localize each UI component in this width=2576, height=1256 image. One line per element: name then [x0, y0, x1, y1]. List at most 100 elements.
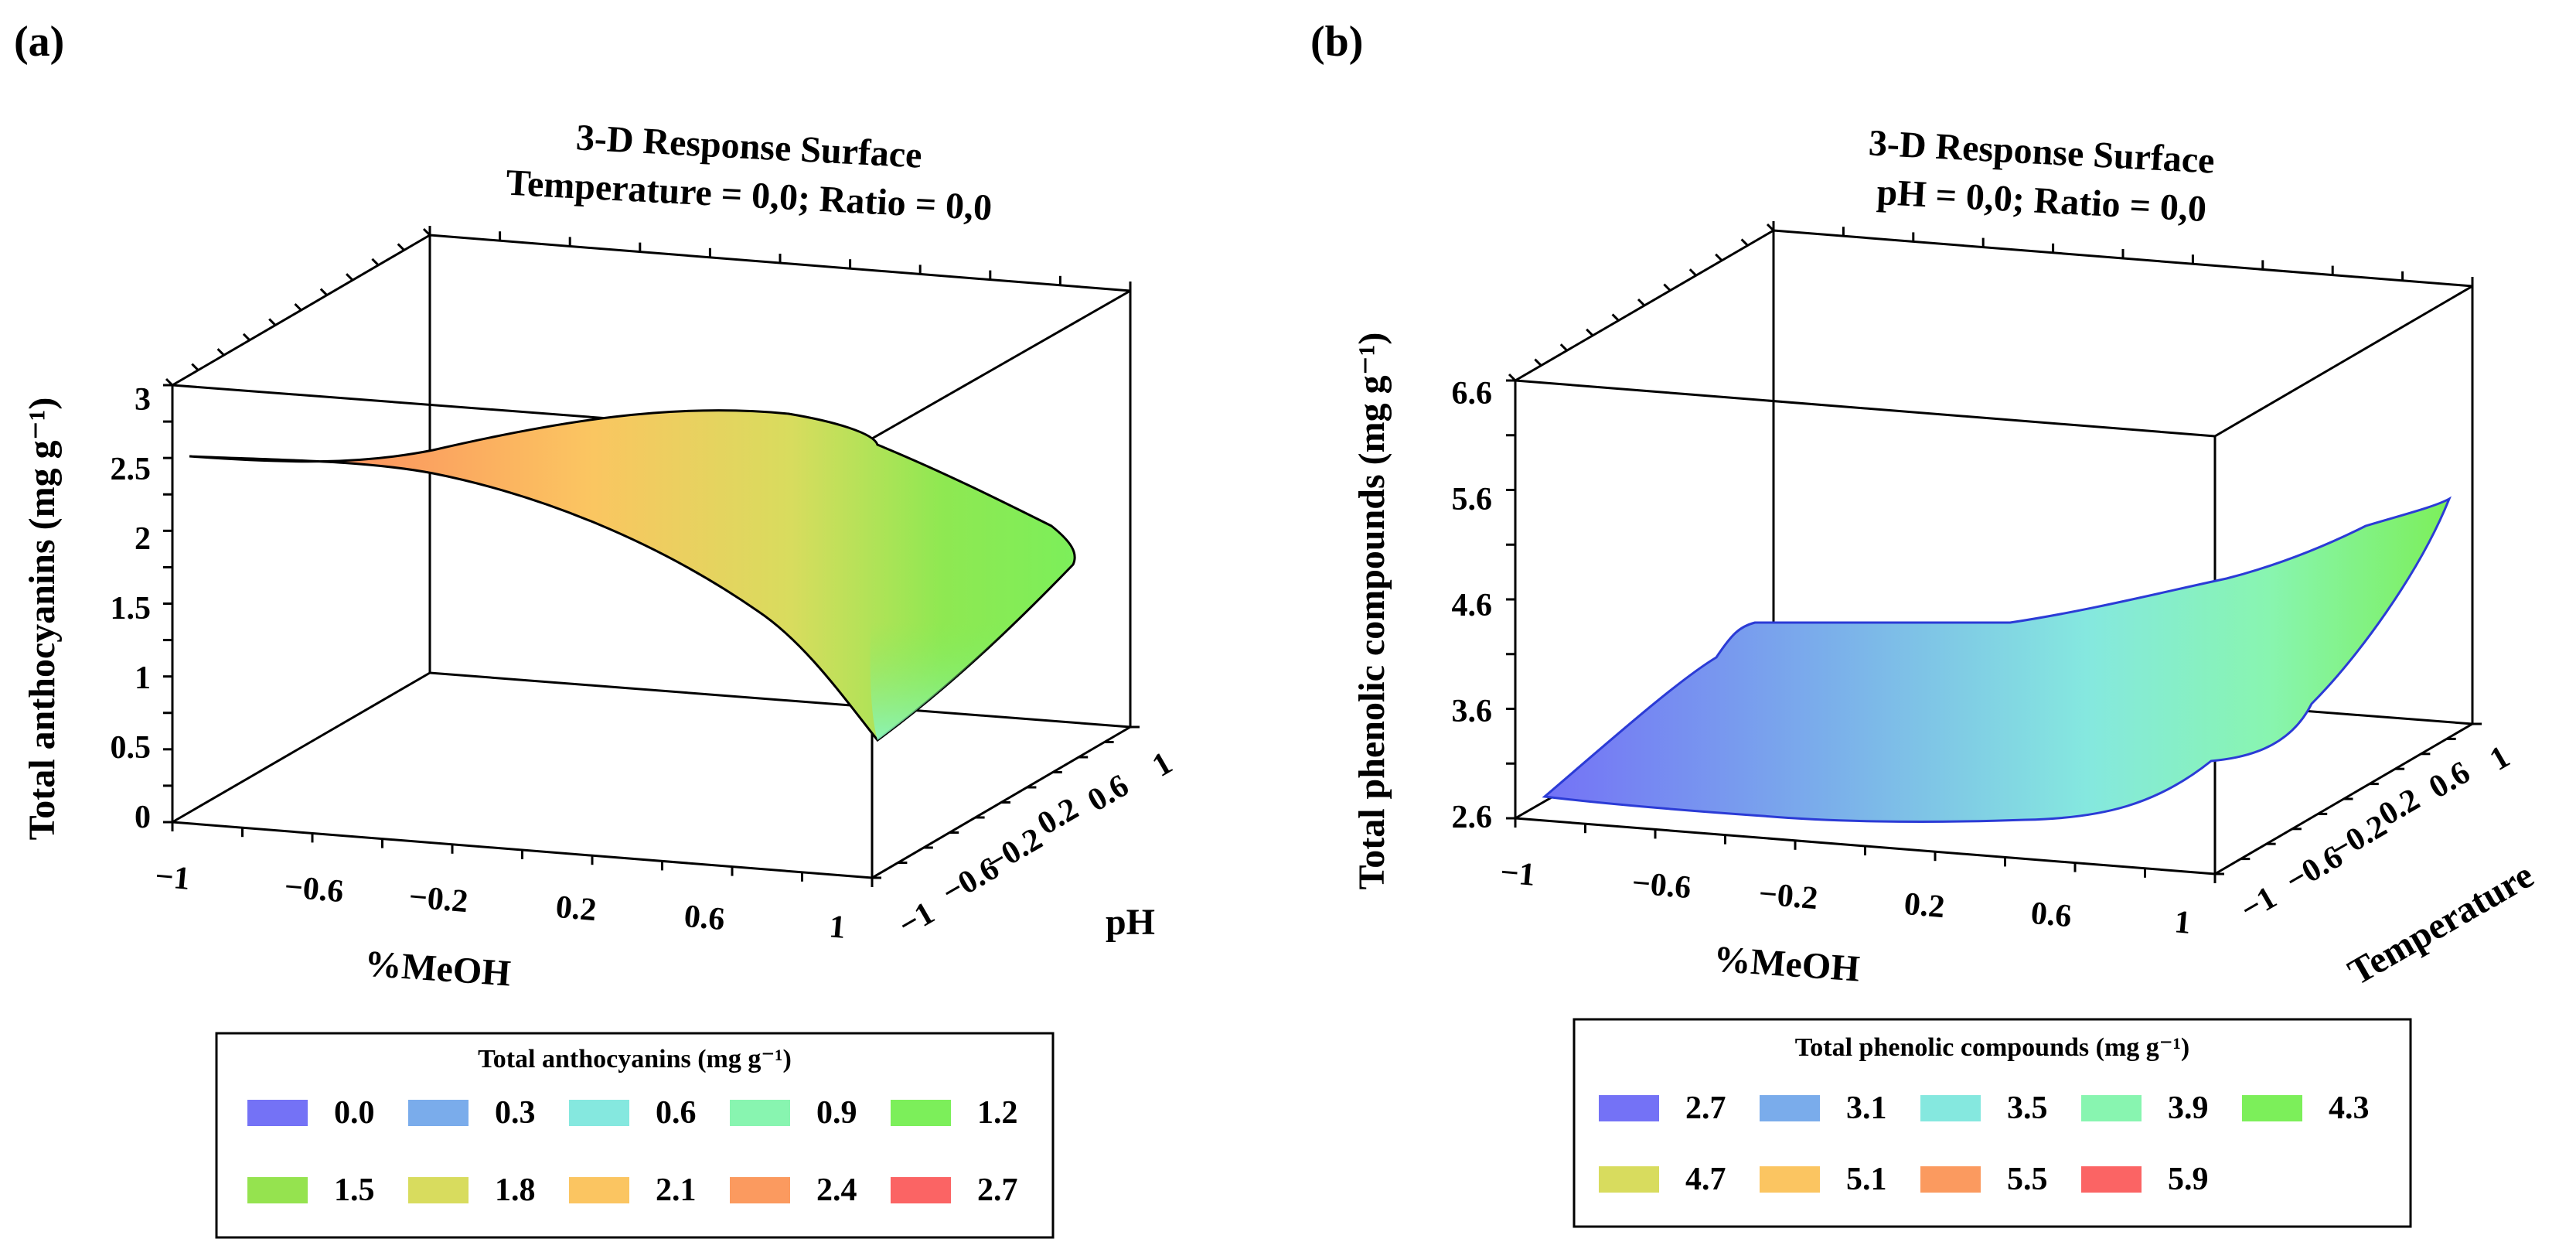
x-tick-b: −1: [1499, 855, 1537, 893]
legend-label: 0.3: [495, 1095, 536, 1131]
legend-items-b: 2.7 3.1 3.5 3.9 4.3 4.7 5.1 5.5 5.9: [1599, 1090, 2370, 1197]
y-tick-b: 0.6: [2423, 755, 2475, 806]
x-tick-a: −0.2: [407, 879, 469, 920]
x-tick-b: −0.2: [1757, 876, 1819, 916]
legend-swatch: [1920, 1166, 1981, 1193]
legend-swatch: [730, 1100, 790, 1126]
x-tick-a: 0.2: [554, 889, 598, 928]
panel-a-label: (a): [14, 18, 64, 66]
tick-mark: [242, 333, 250, 341]
legend-swatch: [1920, 1095, 1981, 1121]
legend-label: 1.5: [334, 1172, 375, 1208]
legend-swatch: [1599, 1166, 1659, 1193]
chart-b-subtitle: pH = 0,0; Ratio = 0,0: [1876, 172, 2207, 230]
x-tick-b: 0.6: [2029, 896, 2073, 934]
legend-swatch: [2081, 1095, 2142, 1121]
y-tick-b: 1: [2484, 739, 2516, 778]
legend-swatch: [2242, 1095, 2302, 1121]
legend-label: 3.1: [1846, 1090, 1887, 1126]
legend-label: 3.5: [2007, 1090, 2048, 1126]
legend-b: [1573, 1018, 2412, 1228]
z-tick-a: 3: [135, 382, 151, 418]
legend-swatch: [1760, 1166, 1820, 1193]
chart-a-title: 3-D Response Surface: [575, 117, 923, 176]
z-tick-a: 2.5: [111, 452, 152, 487]
z-tick-a: 1: [135, 660, 151, 696]
tick-mark: [319, 288, 328, 296]
y-axis-label-a: pH: [1106, 902, 1155, 943]
legend-swatch: [1599, 1095, 1659, 1121]
legend-b-title: Total phenolic compounds (mg g⁻¹): [1795, 1033, 2190, 1062]
x-tick-a: −1: [154, 858, 192, 897]
y-tick-a: 0.6: [1082, 768, 1134, 819]
legend-label: 5.5: [2007, 1162, 2048, 1197]
legend-swatch: [247, 1100, 308, 1126]
tick-mark: [1766, 223, 1775, 232]
legend-swatch: [408, 1177, 469, 1203]
z-axis-label-a: Total anthocyanins (mg g⁻¹): [22, 398, 63, 841]
x-ticks-b: −1 −0.6 −0.2 0.2 0.6 1: [1499, 855, 2193, 941]
x-tick-b: 0.2: [1903, 886, 1946, 925]
legend-label: 2.7: [977, 1172, 1018, 1208]
tick-mark: [268, 318, 277, 326]
legend-label: 4.3: [2329, 1090, 2370, 1126]
tick-mark: [1688, 268, 1697, 277]
legend-items-a: 0.0 0.3 0.6 0.9 1.2 1.5 1.8 2.1 2.4 2.7: [247, 1095, 1018, 1208]
legend-label: 2.7: [1685, 1090, 1726, 1126]
tick-mark: [1508, 373, 1517, 382]
tick-mark: [371, 258, 380, 266]
tick-mark: [1637, 298, 1646, 307]
x-ticks-a: −1 −0.6 −0.2 0.2 0.6 1: [154, 858, 847, 946]
z-tick-b: 2.6: [1452, 800, 1493, 835]
x-tick-a: 0.6: [683, 899, 726, 937]
y-tick-a: −1: [893, 896, 941, 944]
z-tick-a: 0: [135, 800, 151, 835]
y-tick-a: 1: [1147, 746, 1178, 784]
x-axis-label-a: %MeOH: [363, 944, 513, 995]
legend-label: 4.7: [1685, 1162, 1726, 1197]
legend-swatch: [408, 1100, 469, 1126]
tick-mark: [1611, 313, 1620, 322]
legend-swatch: [569, 1177, 629, 1203]
tick-mark: [294, 302, 302, 312]
panel-b-label: (b): [1310, 18, 1363, 66]
z-tick-b: 6.6: [1452, 376, 1493, 411]
y-tick-b: −1: [2235, 880, 2283, 928]
legend-swatch: [1760, 1095, 1820, 1121]
legend-label: 5.9: [2168, 1162, 2209, 1197]
x-tick-a: 1: [828, 909, 847, 946]
tick-mark: [216, 348, 225, 357]
z-ticks-a: 3 2.5 2 1.5 1 0.5 0: [111, 382, 152, 835]
tick-mark: [1740, 238, 1749, 247]
legend-label: 1.2: [977, 1095, 1018, 1131]
tick-mark: [191, 363, 199, 371]
tick-mark: [1559, 343, 1568, 352]
legend-swatch: [569, 1100, 629, 1126]
legend-label: 2.1: [656, 1172, 697, 1208]
legend-swatch: [891, 1177, 951, 1203]
legend-label: 3.9: [2168, 1090, 2209, 1126]
legend-a-title: Total anthocyanins (mg g⁻¹): [478, 1045, 792, 1073]
tick-mark: [165, 377, 174, 387]
x-tick-b: 1: [2173, 904, 2193, 941]
z-axis-label-b: Total phenolic compounds (mg g⁻¹): [1351, 333, 1392, 890]
legend-label: 0.6: [656, 1095, 697, 1131]
tick-marks-a: [163, 226, 1140, 887]
tick-mark: [1715, 253, 1723, 261]
chart-b-title: 3-D Response Surface: [1868, 122, 2216, 181]
x-tick-a: −0.6: [283, 869, 345, 910]
tick-mark: [397, 243, 405, 251]
legend-label: 5.1: [1846, 1162, 1887, 1197]
z-tick-b: 5.6: [1452, 482, 1493, 517]
legend-label: 0.9: [816, 1095, 857, 1131]
panel-b: (b) 3-D Response Surface pH = 0,0; Ratio…: [1310, 18, 2540, 1228]
x-axis-label-b: %MeOH: [1712, 939, 1862, 990]
y-axis-label-b: Temperature: [2342, 855, 2540, 993]
x-tick-b: −0.6: [1630, 865, 1692, 906]
legend-swatch: [2081, 1166, 2142, 1193]
legend-swatch: [891, 1100, 951, 1126]
z-tick-a: 2: [135, 521, 151, 557]
tick-mark: [422, 227, 431, 237]
z-tick-a: 1.5: [111, 591, 152, 626]
